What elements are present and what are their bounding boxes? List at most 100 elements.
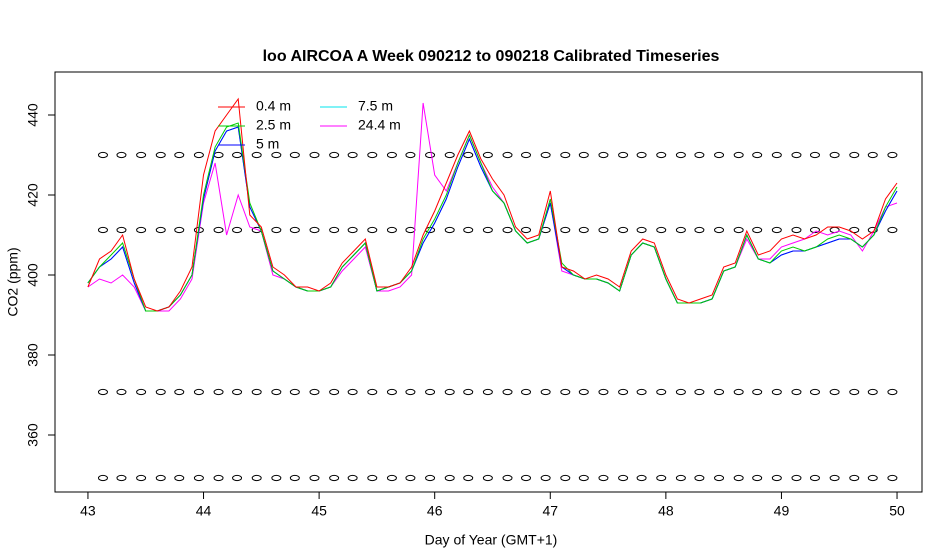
calibration-point xyxy=(809,226,820,234)
calibration-point xyxy=(367,474,378,482)
calibration-point xyxy=(329,151,340,159)
calibration-point xyxy=(849,151,860,159)
calibration-point xyxy=(829,474,840,482)
legend-label: 24.4 m xyxy=(358,117,401,133)
calibration-point xyxy=(386,474,397,482)
y-tick-label: 360 xyxy=(25,423,41,447)
calibration-point xyxy=(636,226,647,234)
calibration-point xyxy=(752,226,763,234)
x-tick-label: 43 xyxy=(80,503,96,519)
calibration-point xyxy=(791,388,802,396)
calibration-point xyxy=(733,226,744,234)
x-tick-label: 49 xyxy=(774,503,790,519)
calibration-point xyxy=(97,474,108,482)
calibration-point xyxy=(213,388,224,396)
calibration-point xyxy=(136,474,147,482)
calibration-point xyxy=(405,474,416,482)
calibration-point xyxy=(329,226,340,234)
calibration-point xyxy=(733,388,744,396)
calibration-point xyxy=(771,151,782,159)
calibration-point xyxy=(540,388,551,396)
x-tick-label: 50 xyxy=(889,503,905,519)
series-line xyxy=(87,97,898,312)
calibration-point xyxy=(309,388,320,396)
calibration-point xyxy=(521,226,532,234)
calibration-point xyxy=(849,226,860,234)
calibration-point xyxy=(578,388,589,396)
legend-label: 5 m xyxy=(256,136,279,152)
calibration-point xyxy=(193,388,204,396)
calibration-point xyxy=(155,226,166,234)
calibration-point xyxy=(463,474,474,482)
y-tick-label: 400 xyxy=(25,263,41,287)
calibration-point xyxy=(809,388,820,396)
calibration-point xyxy=(193,474,204,482)
calibration-point xyxy=(598,226,609,234)
calibration-point xyxy=(463,388,474,396)
calibration-point xyxy=(771,226,782,234)
calibration-point xyxy=(213,226,224,234)
calibration-point xyxy=(656,474,667,482)
calibration-point xyxy=(618,474,629,482)
calibration-point xyxy=(675,388,686,396)
calibration-point xyxy=(578,226,589,234)
calibration-point xyxy=(733,474,744,482)
calibration-point xyxy=(367,388,378,396)
calibration-point xyxy=(675,474,686,482)
x-tick-label: 47 xyxy=(542,503,558,519)
calibration-point xyxy=(155,151,166,159)
calibration-point xyxy=(155,474,166,482)
calibration-point xyxy=(425,474,436,482)
calibration-point xyxy=(463,226,474,234)
calibration-point xyxy=(521,388,532,396)
calibration-point xyxy=(849,474,860,482)
y-tick-label: 440 xyxy=(25,103,41,127)
calibration-point xyxy=(232,151,243,159)
calibration-point xyxy=(714,474,725,482)
calibration-point xyxy=(733,151,744,159)
calibration-point xyxy=(271,151,282,159)
plot-frame xyxy=(54,71,923,493)
calibration-point xyxy=(116,151,127,159)
calibration-point xyxy=(791,226,802,234)
calibration-point xyxy=(809,474,820,482)
calibration-point xyxy=(289,226,300,234)
calibration-point xyxy=(405,151,416,159)
calibration-point xyxy=(578,474,589,482)
calibration-point xyxy=(444,388,455,396)
calibration-point xyxy=(347,151,358,159)
calibration-point xyxy=(251,388,262,396)
series-line xyxy=(87,122,898,312)
chart-title: loo AIRCOA A Week 090212 to 090218 Calib… xyxy=(263,48,720,65)
calibration-point xyxy=(309,151,320,159)
calibration-point xyxy=(97,151,108,159)
calibration-point xyxy=(136,226,147,234)
calibration-point xyxy=(521,474,532,482)
x-tick-label: 44 xyxy=(196,503,212,519)
calibration-point xyxy=(867,388,878,396)
calibration-point xyxy=(386,226,397,234)
calibration-point xyxy=(636,474,647,482)
calibration-point xyxy=(598,388,609,396)
x-axis-label: Day of Year (GMT+1) xyxy=(425,532,558,548)
calibration-point xyxy=(482,151,493,159)
calibration-point xyxy=(367,151,378,159)
calibration-point xyxy=(425,388,436,396)
calibration-point xyxy=(809,151,820,159)
calibration-point xyxy=(502,474,513,482)
calibration-point xyxy=(867,474,878,482)
calibration-point xyxy=(675,226,686,234)
calibration-point xyxy=(136,151,147,159)
y-tick-label: 420 xyxy=(25,183,41,207)
calibration-point xyxy=(386,151,397,159)
calibration-point xyxy=(463,151,474,159)
calibration-point xyxy=(867,151,878,159)
x-tick-label: 46 xyxy=(427,503,443,519)
calibration-point xyxy=(97,388,108,396)
calibration-point xyxy=(656,226,667,234)
calibration-point xyxy=(174,151,185,159)
calibration-point xyxy=(502,151,513,159)
calibration-point xyxy=(656,388,667,396)
